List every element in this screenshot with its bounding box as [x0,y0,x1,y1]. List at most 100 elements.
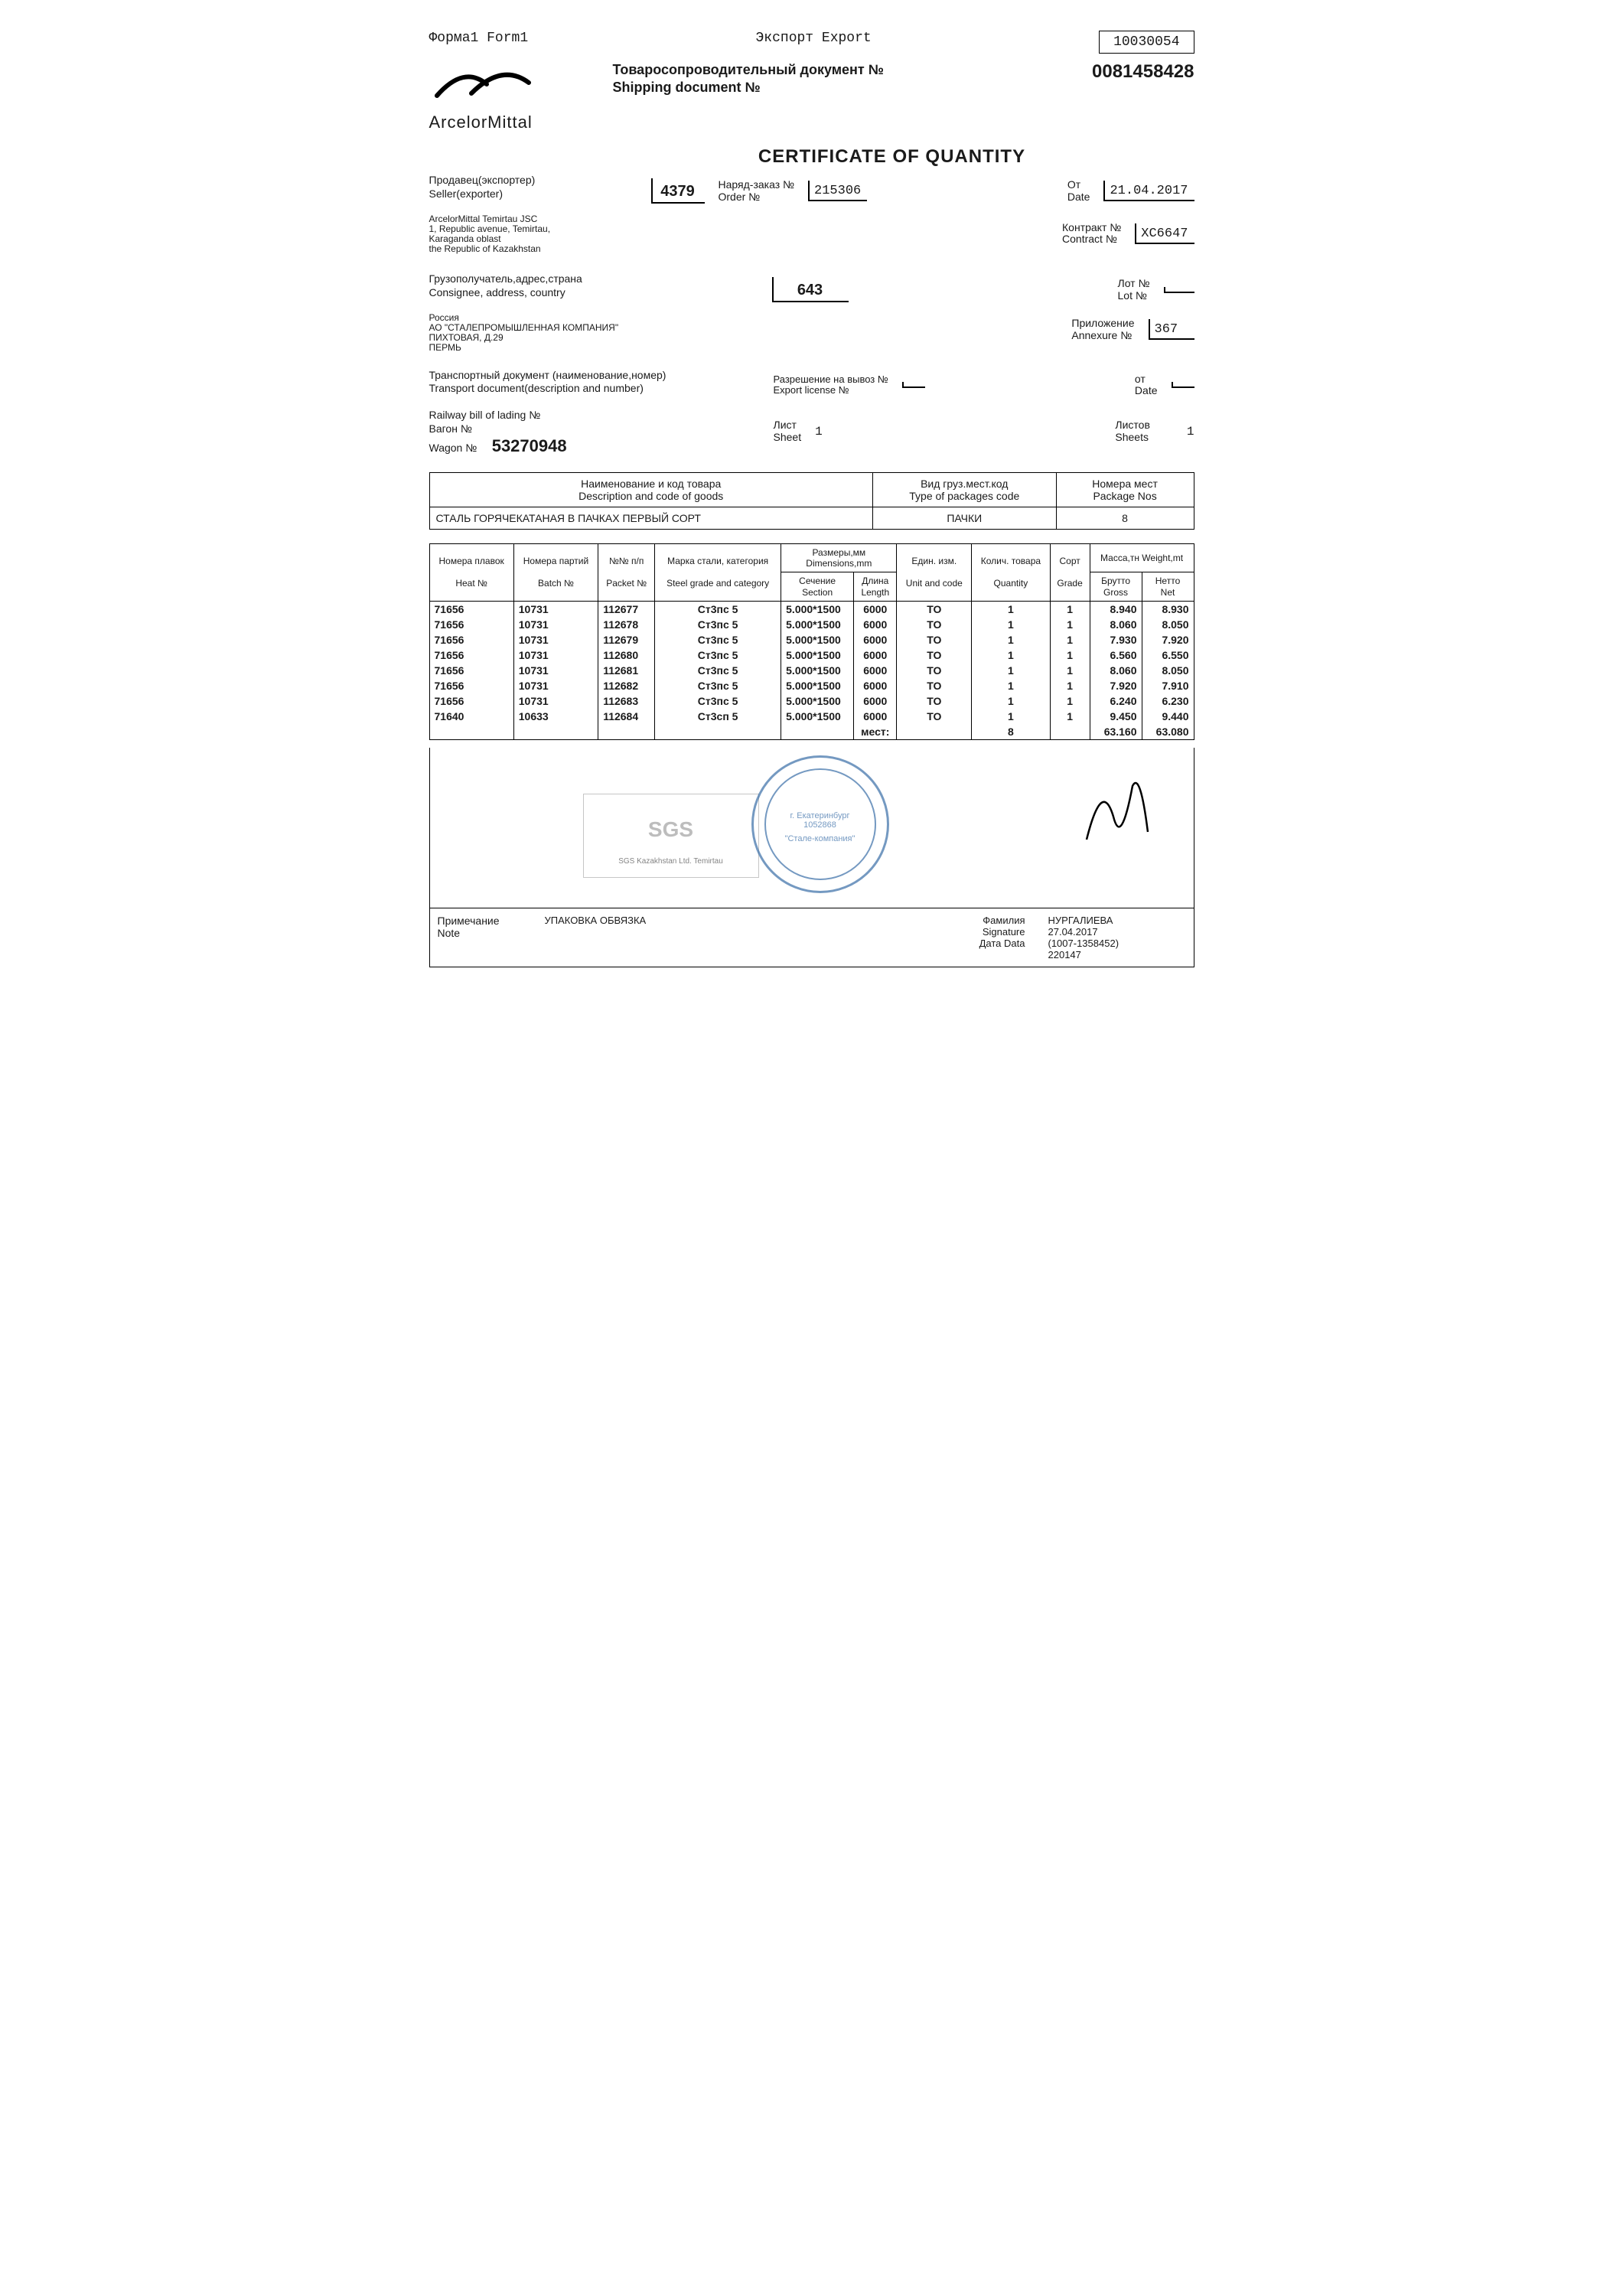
sgs-text: SGS [584,817,758,842]
h-mass-en: Weight,mt [1142,553,1183,563]
stamp-inner: "Стале-компания" [754,834,887,843]
rail-label: Railway bill of lading № [429,409,751,422]
sheets-en: Sheets [1115,431,1149,443]
goods-desc-hdr-ru: Наименование и код товара [436,478,866,490]
h-net-ru: Нетто [1155,576,1180,586]
h-grade-ru: Марка стали, категория [667,556,768,566]
box-4379: 4379 [651,178,705,204]
note-ru: Примечание [438,915,522,927]
h-sec-en: Section [802,587,833,598]
h-sec-ru: Сечение [799,576,836,586]
seller-line1: ArcelorMittal Temirtau JSC [429,214,628,224]
goods-pkgno-hdr-en: Package Nos [1063,490,1188,502]
export-label: Экспорт Export [755,31,871,46]
order-label-ru: Наряд-заказ № [719,178,795,191]
h-unit-en: Unit and code [906,578,963,589]
country-code: 643 [772,277,849,302]
sheets-total: 1 [1187,425,1194,439]
table-total-row: мест:863.16063.080 [429,724,1194,740]
h-batch-ru: Номера партий [523,556,588,566]
wagon-ru: Вагон № [429,422,472,435]
sheets-ru: Листов [1115,419,1150,431]
table-row: 7165610731112681Ст3пс 55.000*15006000ТО1… [429,663,1194,678]
goods-pkg-hdr-en: Type of packages code [879,490,1050,502]
footer-pack: УПАКОВКА ОБВЯЗКА [545,915,698,926]
note-en: Note [438,927,522,939]
date-label-ru: От [1067,178,1080,191]
seller-label-en: Seller(exporter) [429,188,628,201]
exportlic-value [902,382,925,388]
h-sort-en: Grade [1057,578,1082,589]
h-qty-en: Quantity [994,578,1028,589]
h-dim-en: Dimensions,mm [806,558,872,569]
contract-label-en: Contract № [1062,233,1117,245]
footer-d2: (1007-1358452) [1048,938,1186,949]
annex-label-ru: Приложение [1071,317,1134,329]
seller-label-ru: Продавец(экспортер) [429,174,628,188]
stamp-num: 1052868 [754,820,887,830]
sig-en: Signature [721,926,1025,938]
h-packet-en: Packet № [606,578,647,589]
sheet-value: 1 [815,425,823,439]
h-gross-en: Gross [1103,587,1128,598]
goods-table: Наименование и код товара Description an… [429,472,1194,530]
footer-d3: 220147 [1048,949,1186,960]
fdate-en: Data [1004,938,1025,949]
h-mass-ru: Масса,тн [1100,553,1139,563]
exportlic-date-en: Date [1135,384,1158,396]
sgs-sub: SGS Kazakhstan Ltd. Temirtau [584,857,758,866]
h-len-en: Length [861,587,889,598]
consignee-label-ru: Грузополучатель,адрес,страна [429,272,659,286]
wagon-number: 53270948 [492,436,567,455]
goods-pkg-value: ПАЧКИ [872,507,1056,529]
h-gross-ru: Брутто [1101,576,1130,586]
consignee-line4: ПЕРМЬ [429,343,659,353]
logo-text: ArcelorMittal [429,113,590,132]
seller-line2: 1, Republic avenue, Temirtau, [429,224,628,234]
stamp-area: SGS SGS Kazakhstan Ltd. Temirtau г. Екат… [429,748,1194,908]
table-row: 7165610731112680Ст3пс 55.000*15006000ТО1… [429,647,1194,663]
contract-label-ru: Контракт № [1062,221,1121,233]
h-heat-en: Heat № [455,578,487,589]
h-len-ru: Длина [862,576,888,586]
exportlic-en: Export license № [774,384,849,396]
exportlic-date-value [1172,382,1194,388]
h-packet-ru: №№ п/п [609,556,644,566]
ship-doc-ru: Товаросопроводительный документ № [613,62,884,77]
h-heat-ru: Номера плавок [438,556,504,566]
certificate-title: CERTIFICATE OF QUANTITY [590,146,1194,168]
transport-label-en: Transport document(description and numbe… [429,382,751,396]
exportlic-ru: Разрешение на вывоз № [774,373,888,385]
consignee-line3: ПИХТОВАЯ, Д.29 [429,333,659,343]
sheet-ru: Лист [774,419,797,431]
goods-pkgno-value: 8 [1056,507,1194,529]
round-stamp-icon: г. Екатеринбург 1052868 "Стале-компания" [751,755,889,893]
exportlic-date-ru: от [1135,373,1146,385]
fdate-ru: Дата [979,938,1002,949]
lot-label-ru: Лот № [1118,277,1150,289]
goods-desc-hdr-en: Description and code of goods [436,490,866,502]
form-label: Форма1 Form1 [429,31,529,46]
table-row: 7165610731112682Ст3пс 55.000*15006000ТО1… [429,678,1194,693]
order-label-en: Order № [719,191,761,203]
goods-pkg-hdr-ru: Вид груз.мест.код [879,478,1050,490]
ship-doc-number: 0081458428 [1092,61,1194,83]
h-sort-ru: Сорт [1059,556,1080,566]
seller-line4: the Republic of Kazakhstan [429,244,628,254]
table-row: 7165610731112683Ст3пс 55.000*15006000ТО1… [429,693,1194,709]
annex-value: 367 [1149,319,1194,340]
consignee-label-en: Consignee, address, country [429,286,659,300]
date-value: 21.04.2017 [1103,181,1194,201]
order-value: 215306 [808,181,867,201]
signature-icon [1071,763,1163,855]
arcelormittal-logo-icon [429,61,536,107]
lot-label-en: Lot № [1118,289,1147,302]
h-batch-en: Batch № [538,578,574,589]
table-row: 7165610731112678Ст3пс 55.000*15006000ТО1… [429,617,1194,632]
h-dim-ru: Размеры,мм [812,547,865,558]
ship-doc-en: Shipping document № [613,80,761,95]
footer-d1: 27.04.2017 [1048,926,1186,938]
sgs-stamp: SGS SGS Kazakhstan Ltd. Temirtau [583,794,759,878]
sheet-en: Sheet [774,431,802,443]
contract-value: XC6647 [1135,223,1194,244]
